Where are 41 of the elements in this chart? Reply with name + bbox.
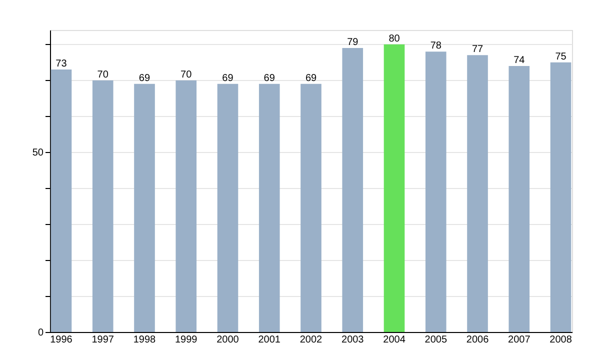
data-label: 69 (138, 72, 150, 84)
bar (384, 44, 405, 332)
data-label: 77 (472, 44, 484, 56)
x-tick-label: 2001 (258, 334, 281, 346)
x-tick-label: 1996 (50, 334, 73, 346)
bar (300, 84, 322, 332)
y-tick-label: 0 (38, 328, 44, 338)
bar (550, 62, 572, 332)
bar (50, 70, 72, 332)
data-label: 70 (180, 69, 192, 80)
bar (134, 84, 155, 332)
bar (258, 84, 280, 332)
data-label: 69 (222, 72, 234, 84)
data-label: 75 (555, 51, 567, 62)
data-label: 78 (430, 40, 442, 52)
bar (176, 80, 197, 332)
data-label: 73 (56, 58, 68, 70)
x-tick-label: 2004 (383, 334, 406, 346)
x-tick-label: 2008 (550, 334, 572, 346)
data-label: 79 (347, 36, 359, 48)
data-label: 70 (97, 69, 109, 80)
x-tick-label: 1998 (133, 334, 156, 346)
data-label: 69 (264, 72, 276, 84)
x-tick-label: 2000 (216, 334, 240, 346)
x-tick-label: 2006 (466, 334, 490, 346)
bar (92, 80, 114, 332)
bar (342, 48, 364, 332)
y-tick-label: 50 (32, 148, 44, 159)
x-tick-label: 1997 (92, 334, 114, 346)
bar (425, 52, 446, 332)
data-label: 80 (388, 33, 400, 44)
x-tick-label: 2002 (300, 334, 323, 346)
bar (467, 55, 488, 332)
x-tick-label: 1999 (174, 334, 198, 346)
bar (508, 66, 530, 332)
x-tick-label: 2007 (508, 334, 531, 346)
x-tick-label: 2005 (424, 334, 448, 346)
data-label: 74 (514, 54, 526, 66)
x-tick-label: 2003 (342, 334, 364, 346)
data-label: 69 (305, 72, 317, 84)
bar (217, 84, 238, 332)
